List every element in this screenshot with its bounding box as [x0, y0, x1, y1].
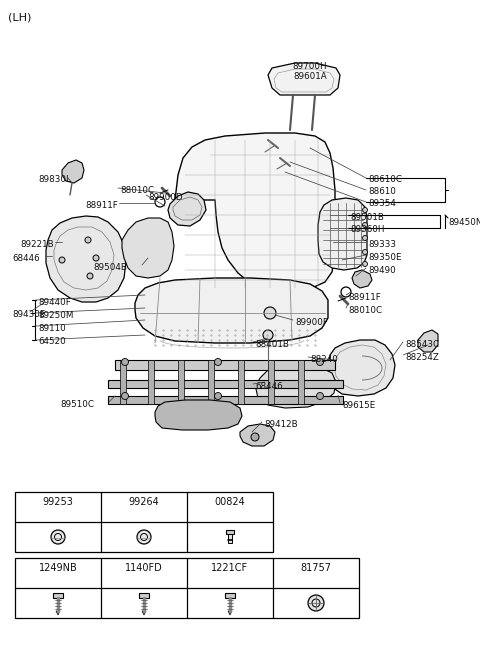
Text: 89440F: 89440F [38, 298, 71, 307]
Bar [15, 558, 359, 618]
Text: 89504B: 89504B [93, 263, 127, 272]
Circle shape [251, 433, 259, 441]
Circle shape [87, 273, 93, 279]
Polygon shape [418, 330, 438, 352]
Polygon shape [62, 160, 84, 183]
Text: 88254Z: 88254Z [405, 353, 439, 362]
Circle shape [121, 358, 129, 365]
Polygon shape [56, 611, 60, 615]
Text: 89221B: 89221B [20, 240, 54, 249]
Polygon shape [155, 400, 242, 430]
Circle shape [155, 197, 165, 207]
Circle shape [341, 287, 351, 297]
Text: 89830L: 89830L [38, 175, 71, 184]
Text: 1140FD: 1140FD [125, 563, 163, 573]
Text: 89430E: 89430E [12, 310, 46, 319]
Text: 68446: 68446 [255, 382, 283, 391]
Bar [228, 534, 232, 543]
Polygon shape [168, 192, 206, 226]
Text: 88610: 88610 [368, 187, 396, 196]
Circle shape [137, 530, 151, 544]
Text: 89501B: 89501B [350, 213, 384, 222]
Circle shape [51, 530, 65, 544]
Circle shape [59, 257, 65, 263]
Polygon shape [268, 63, 340, 95]
Text: 89900D: 89900D [148, 193, 182, 202]
Text: 89333: 89333 [368, 240, 396, 249]
Text: 88401B: 88401B [255, 340, 289, 349]
Polygon shape [240, 424, 275, 446]
Text: 88911F: 88911F [348, 293, 381, 302]
Circle shape [263, 330, 273, 340]
Text: 89450N: 89450N [448, 218, 480, 227]
Circle shape [362, 236, 368, 240]
Polygon shape [46, 216, 126, 302]
Bar [120, 360, 126, 404]
Circle shape [362, 223, 368, 227]
Bar [139, 593, 149, 598]
Text: 89490: 89490 [368, 266, 396, 275]
Text: 99264: 99264 [129, 497, 159, 507]
Text: 89615E: 89615E [342, 401, 375, 410]
Polygon shape [135, 278, 328, 343]
Circle shape [362, 261, 368, 267]
Circle shape [264, 307, 276, 319]
Circle shape [308, 595, 324, 611]
Bar [108, 396, 343, 404]
Text: 89110: 89110 [38, 324, 66, 333]
Bar [208, 360, 214, 404]
Bar [298, 360, 304, 404]
Text: 88010C: 88010C [348, 306, 382, 315]
Circle shape [93, 255, 99, 261]
Text: 89354: 89354 [368, 199, 396, 208]
Polygon shape [142, 611, 146, 615]
Circle shape [121, 392, 129, 400]
Text: 89412B: 89412B [264, 420, 298, 429]
Text: 89360H: 89360H [350, 225, 384, 234]
Text: 88543C: 88543C [405, 340, 439, 349]
Text: 88240: 88240 [310, 355, 338, 364]
Bar [178, 360, 184, 404]
Circle shape [316, 392, 324, 400]
Circle shape [362, 250, 368, 255]
Polygon shape [175, 133, 335, 290]
Polygon shape [328, 340, 395, 396]
Bar [226, 530, 234, 534]
Text: 89350E: 89350E [368, 253, 401, 262]
Bar [15, 492, 273, 552]
Text: 89700H
89601A: 89700H 89601A [293, 62, 327, 81]
Circle shape [316, 358, 324, 365]
Text: 1221CF: 1221CF [211, 563, 249, 573]
Bar [148, 360, 154, 404]
Text: 88010C: 88010C [120, 186, 154, 195]
Text: 68446: 68446 [12, 254, 40, 263]
Text: (LH): (LH) [8, 12, 31, 22]
Text: 88610C: 88610C [368, 175, 402, 184]
Bar [53, 593, 63, 598]
Polygon shape [256, 365, 336, 408]
Bar [115, 360, 335, 370]
Bar [268, 360, 274, 404]
Polygon shape [228, 611, 232, 615]
Polygon shape [122, 218, 174, 278]
Bar [108, 380, 343, 388]
Text: 88911F: 88911F [85, 201, 118, 210]
Bar [225, 593, 235, 598]
Circle shape [215, 358, 221, 365]
Circle shape [362, 208, 368, 212]
Text: 81757: 81757 [300, 563, 332, 573]
Circle shape [215, 392, 221, 400]
Text: 64520: 64520 [38, 337, 66, 346]
Text: 89250M: 89250M [38, 311, 73, 320]
Circle shape [85, 237, 91, 243]
Polygon shape [318, 198, 367, 270]
Polygon shape [352, 270, 372, 288]
Text: 89510C: 89510C [60, 400, 94, 409]
Text: 99253: 99253 [43, 497, 73, 507]
Text: 1249NB: 1249NB [38, 563, 77, 573]
Text: 89900F: 89900F [295, 318, 328, 327]
Bar [238, 360, 244, 404]
Text: 00824: 00824 [215, 497, 245, 507]
